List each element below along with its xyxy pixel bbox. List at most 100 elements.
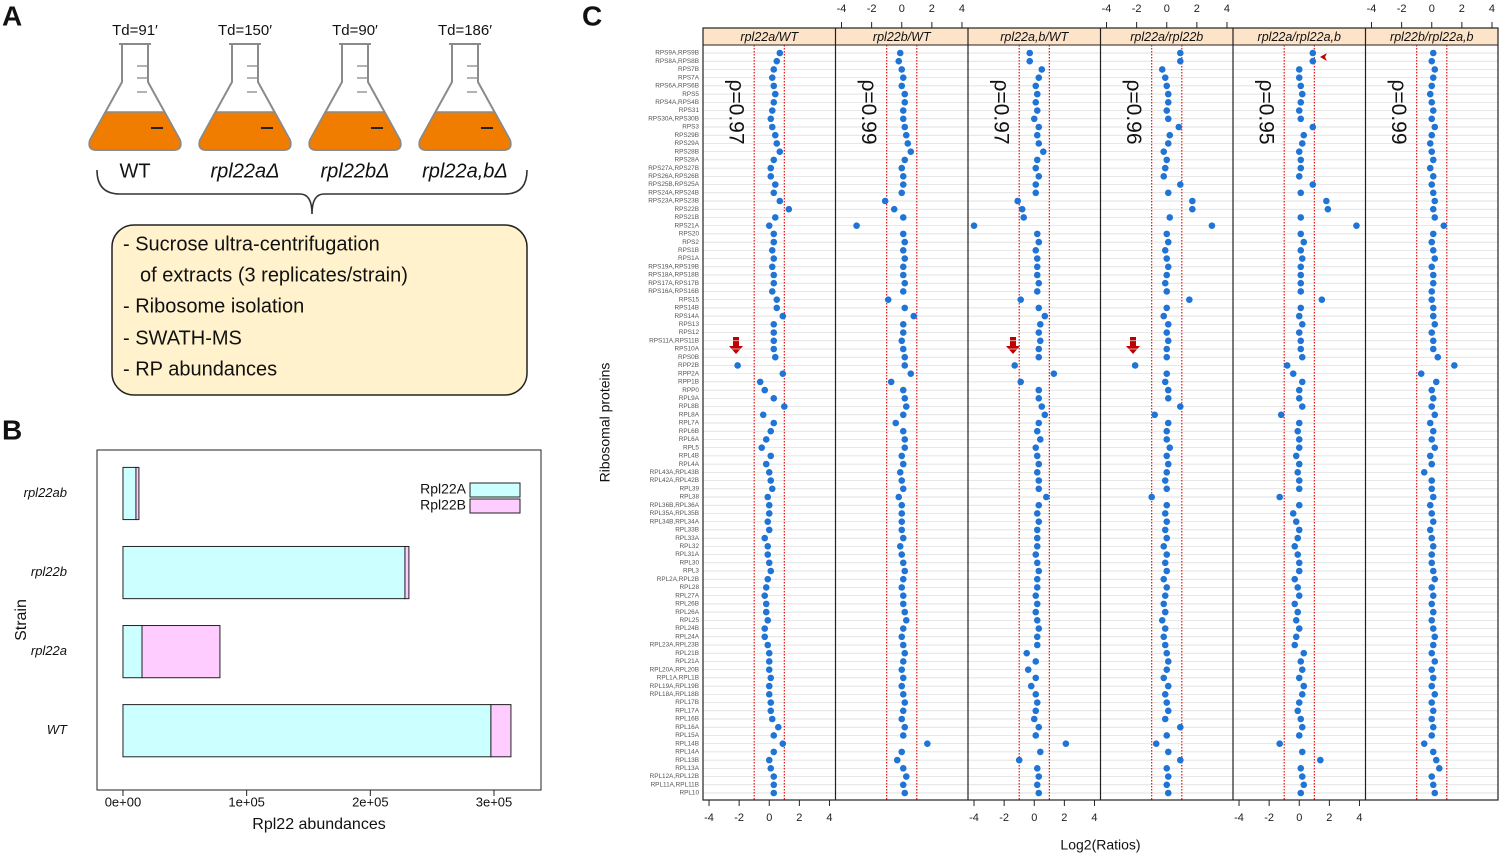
dot xyxy=(1032,674,1040,682)
dot xyxy=(1032,691,1040,698)
dot xyxy=(1276,740,1283,747)
dot xyxy=(1300,781,1308,789)
dot xyxy=(1033,156,1041,164)
dot xyxy=(1175,123,1183,131)
dot xyxy=(898,452,906,460)
dot xyxy=(1298,773,1306,780)
dot xyxy=(1428,386,1436,394)
dot xyxy=(767,164,775,172)
dot xyxy=(768,247,776,254)
dot xyxy=(1161,608,1169,616)
dot xyxy=(1032,592,1040,599)
dot xyxy=(767,707,775,715)
dot xyxy=(1161,510,1169,517)
y-tick-label: RPS22B xyxy=(674,206,699,213)
dot xyxy=(1298,748,1306,756)
dot xyxy=(1431,197,1439,205)
dot xyxy=(898,189,906,197)
dot xyxy=(762,460,770,468)
y-tick-label: RPL11A,RPL11B xyxy=(651,781,699,788)
dot xyxy=(898,518,906,525)
dot xyxy=(773,57,781,65)
dot xyxy=(770,329,778,336)
plot-frame xyxy=(96,449,542,791)
dot xyxy=(767,115,775,123)
y-tick-label: RPS12 xyxy=(679,329,700,336)
dot xyxy=(892,419,900,427)
x-tick-label: -2 xyxy=(999,812,1009,824)
dot xyxy=(1431,691,1439,698)
dot xyxy=(902,773,910,780)
dot xyxy=(1428,115,1436,123)
dot xyxy=(764,551,772,558)
correlation: ρ=0.99 xyxy=(857,79,880,144)
dot xyxy=(1297,164,1305,172)
dot xyxy=(1163,551,1171,558)
strain-label: WT xyxy=(119,160,150,182)
dot xyxy=(898,337,906,345)
y-tick-label: RPS13 xyxy=(679,321,700,328)
dot xyxy=(1295,477,1303,484)
y-tick-label: RPL21A xyxy=(675,658,700,665)
dot xyxy=(899,658,907,665)
dot xyxy=(890,205,898,213)
dot xyxy=(1041,312,1049,320)
dot xyxy=(1428,57,1436,65)
dot xyxy=(1297,304,1305,312)
dot xyxy=(762,608,770,616)
dot xyxy=(901,238,909,246)
dot xyxy=(1166,214,1174,221)
x-tick-label: 0e+00 xyxy=(105,794,142,809)
dot xyxy=(910,312,918,320)
dot xyxy=(1033,107,1041,114)
dot xyxy=(1297,345,1305,353)
x-tick-label: 0 xyxy=(1296,812,1302,824)
dot xyxy=(1062,740,1070,747)
y-tick-label: RPL6B xyxy=(679,428,699,435)
dot xyxy=(1426,526,1434,534)
dot xyxy=(1428,600,1436,608)
dot xyxy=(1177,756,1184,764)
doubling-time: Td=186′ xyxy=(438,22,492,39)
dot xyxy=(1420,740,1428,747)
y-tick-label: RPS24A,RPS24B xyxy=(648,189,699,196)
dot xyxy=(1294,427,1302,435)
dot xyxy=(1163,485,1171,493)
dot xyxy=(899,691,907,698)
dot xyxy=(898,526,906,534)
dot xyxy=(898,501,906,509)
dot xyxy=(1324,205,1332,213)
bar xyxy=(122,704,492,758)
dot xyxy=(1160,600,1168,608)
method-box xyxy=(111,224,528,396)
dot xyxy=(765,649,773,657)
dot xyxy=(1291,543,1299,550)
dot xyxy=(1148,493,1155,501)
dot xyxy=(1429,173,1437,180)
dot xyxy=(734,362,741,369)
y-tick-label: RPS10A xyxy=(674,346,699,353)
dot xyxy=(765,691,773,698)
dot xyxy=(1160,575,1168,583)
dot xyxy=(1291,600,1299,608)
dot xyxy=(1033,427,1041,435)
dot xyxy=(1035,460,1043,468)
dot xyxy=(1426,419,1434,427)
dot xyxy=(1295,732,1303,739)
dot xyxy=(1277,411,1285,419)
correlation: ρ=0.95 xyxy=(1254,79,1277,144)
dot xyxy=(1032,99,1040,106)
dot xyxy=(1163,288,1171,295)
dot xyxy=(1429,337,1437,345)
y-tick-label: WT xyxy=(47,722,68,737)
dot xyxy=(1033,781,1041,789)
y-tick-label: RPL24B xyxy=(675,625,699,632)
dot xyxy=(1428,559,1436,567)
dot xyxy=(1161,592,1169,599)
dot xyxy=(1295,173,1303,180)
dot xyxy=(902,131,910,139)
dot xyxy=(1295,386,1303,394)
y-tick-label: RPS20 xyxy=(679,231,700,238)
dot xyxy=(1177,403,1184,410)
dot xyxy=(1451,362,1458,369)
